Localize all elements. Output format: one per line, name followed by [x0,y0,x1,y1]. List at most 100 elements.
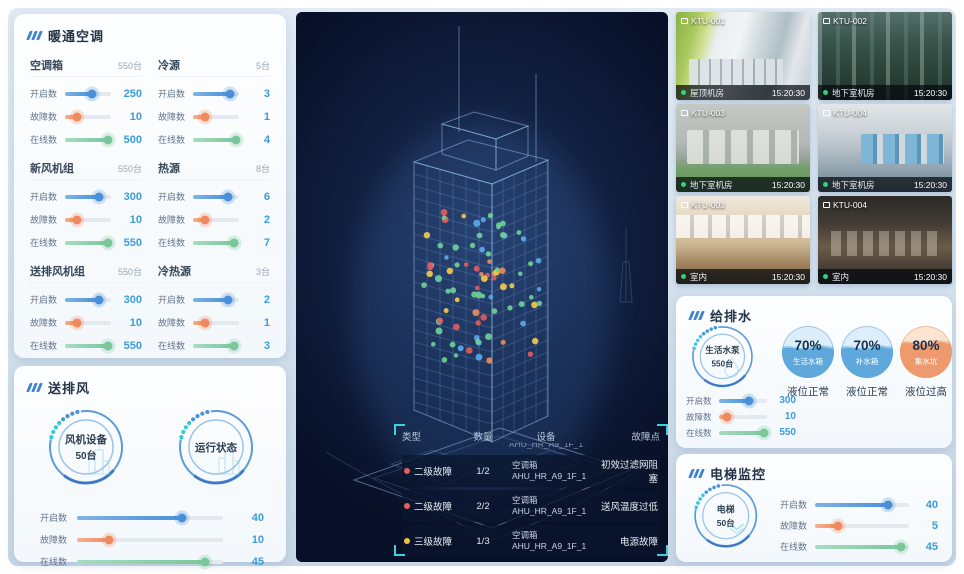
metric-slider[interactable] [77,513,223,522]
hvac-group: 新风机组 550台 开启数 300 故障数 10 在线数 550 [30,160,142,249]
gauge-center: 电梯 50台 [702,492,750,540]
metric-label: 在线数 [30,238,58,248]
metric-slider[interactable] [719,396,767,405]
metric-value: 250 [123,87,142,100]
metric-slider[interactable] [65,192,111,201]
metric-slider[interactable] [193,192,239,201]
metric-slider[interactable] [193,238,239,247]
metric-label: 开启数 [158,89,186,99]
slider-knob[interactable] [896,542,906,551]
slider-knob[interactable] [200,557,210,566]
device-status-dot [423,232,431,239]
metric-slider[interactable] [193,215,239,224]
metric-row: 在线数 550 [30,236,142,249]
metric-slider[interactable] [65,89,111,98]
device-status-dot [486,357,493,364]
fault-device-name: 空调箱 [512,530,538,540]
metric-slider[interactable] [65,112,111,121]
slider-knob[interactable] [229,238,239,247]
metric-slider[interactable] [815,542,909,551]
metric-slider[interactable] [193,89,239,98]
slider-knob[interactable] [744,396,754,405]
metric-label: 开启数 [686,395,712,406]
metric-label: 在线数 [158,238,186,248]
metric-label: 开启数 [158,295,186,305]
slider-knob[interactable] [94,192,104,201]
panel-fan: 送排风 风机设备 50台 运行状态 开启数 40 故障数 10 在线数 45 [14,366,286,568]
fault-row[interactable]: 二级故障 1/2 空调箱 AHU_HR_A9_1F_1 初效过滤网阻塞 [402,455,660,487]
panel-slashes-icon [26,383,43,392]
slider-knob[interactable] [177,513,187,522]
building-3d-view[interactable]: 类型 数量 设备 故障点 AHU_HR_A9_1F_1 二级故障 1/2 空调箱 AHU_H… [296,12,668,562]
metric-slider[interactable] [815,500,909,509]
device-status-dot [494,267,500,272]
camera-tile[interactable]: KTU-004 室内 15:20:30 [818,196,952,284]
metric-slider[interactable] [65,318,111,327]
metric-slider[interactable] [65,295,111,304]
slider-knob[interactable] [229,341,239,350]
slider-knob[interactable] [200,112,209,121]
slider-knob[interactable] [87,89,97,98]
slider-knob[interactable] [72,112,81,121]
metric-slider[interactable] [193,112,239,121]
metric-slider[interactable] [193,135,241,144]
slider-knob[interactable] [223,295,233,304]
slider-knob[interactable] [200,215,209,224]
metric-slider[interactable] [193,341,239,350]
slider-knob[interactable] [72,318,81,327]
metric-value: 7 [263,236,270,249]
metric-slider[interactable] [719,412,767,421]
metric-slider[interactable] [65,215,111,224]
tank-percent: 70% [853,338,881,353]
slider-knob[interactable] [104,535,114,544]
gauge-rings [178,409,254,485]
fault-col-header: 数量 [473,431,493,443]
slider-knob[interactable] [722,412,732,421]
slider-knob[interactable] [225,89,235,98]
camera-tile[interactable]: KTU-003 室内 15:20:30 [676,196,810,284]
slider-knob[interactable] [72,215,81,224]
device-status-dot [527,351,534,357]
slider-knob[interactable] [223,192,233,201]
slider-knob[interactable] [833,521,843,530]
metric-slider[interactable] [193,295,239,304]
device-status-dot [535,257,542,264]
slider-knob[interactable] [883,500,893,509]
device-status-dot [469,242,476,249]
metric-label: 故障数 [158,112,186,122]
metric-slider[interactable] [65,135,113,144]
slider-knob[interactable] [103,341,113,350]
metric-slider[interactable] [77,557,223,566]
metric-slider[interactable] [719,428,769,437]
slider-knob[interactable] [759,428,769,437]
slider-knob[interactable] [103,238,113,247]
camera-tile[interactable]: KTU-004 地下室机房 15:20:30 [818,104,952,192]
camera-status-bar: 室内 15:20:30 [676,269,810,284]
fault-device-code: AHU_HR_A9_1F_1 [512,541,587,551]
camera-tile[interactable]: KTU-002 地下室机房 15:20:30 [818,12,952,100]
camera-tile[interactable]: KTU-001 屋顶机房 15:20:30 [676,12,810,100]
metric-slider[interactable] [77,535,223,544]
tank-status: 液位正常 [846,386,888,398]
metric-slider[interactable] [65,238,113,247]
device-status-dot [466,347,473,354]
metric-slider[interactable] [193,318,239,327]
hvac-group-header: 热源 8台 [158,160,270,180]
online-dot-icon [681,182,686,187]
tank-percent: 70% [794,338,822,353]
metric-slider[interactable] [815,521,909,530]
slider-knob[interactable] [231,135,241,144]
device-status-dot [496,224,501,230]
elevator-metrics: 开启数 40 故障数 5 在线数 45 [780,490,938,553]
fault-row[interactable]: 三级故障 1/3 空调箱 AHU_HR_A9_1F_1 电源故障 [402,525,660,557]
fault-row[interactable]: 二级故障 2/2 空调箱 AHU_HR_A9_1F_1 送风温度过低 [402,490,660,522]
metric-row: 开启数 2 [158,293,270,306]
metric-slider[interactable] [65,341,113,350]
slider-knob[interactable] [200,318,209,327]
device-status-dot [440,209,448,216]
slider-fill [65,114,77,119]
device-status-dot [475,291,483,299]
slider-knob[interactable] [103,135,113,144]
slider-knob[interactable] [94,295,104,304]
camera-tile[interactable]: KTU-003 地下室机房 15:20:30 [676,104,810,192]
